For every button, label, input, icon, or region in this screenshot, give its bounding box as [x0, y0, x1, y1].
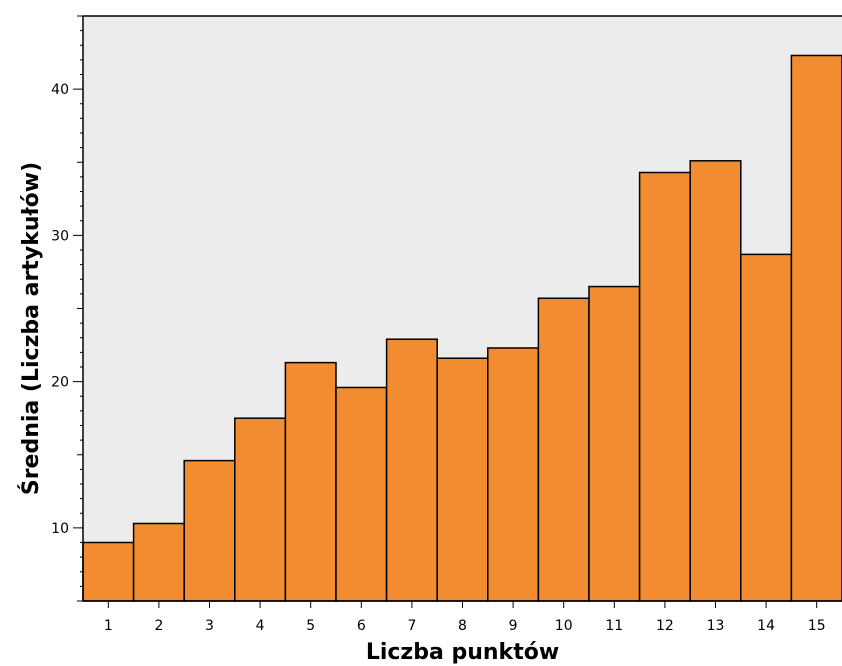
- x-tick-label-14: 14: [757, 618, 775, 634]
- x-tick-label-4: 4: [256, 618, 265, 634]
- x-tick-label-7: 7: [407, 618, 416, 634]
- bar-6: [335, 386, 388, 602]
- x-tick-label-13: 13: [707, 618, 725, 634]
- x-tick-label-15: 15: [808, 618, 826, 634]
- y-tick-label-20: 20: [51, 375, 69, 391]
- bars-group: [82, 54, 842, 602]
- bar-3: [183, 459, 236, 602]
- y-tick-label-30: 30: [51, 228, 69, 244]
- x-tick-label-8: 8: [458, 618, 467, 634]
- x-tick-label-2: 2: [154, 618, 163, 634]
- bar-2: [132, 522, 185, 602]
- x-tick-label-11: 11: [605, 618, 623, 634]
- y-tick-label-10: 10: [51, 521, 69, 537]
- bar-5: [284, 361, 337, 602]
- y-tick-label-40: 40: [51, 82, 69, 98]
- bar-11: [588, 285, 641, 602]
- bar-8: [436, 357, 489, 602]
- bar-12: [638, 171, 691, 602]
- bar-9: [487, 347, 540, 602]
- x-tick-label-10: 10: [555, 618, 573, 634]
- x-tick-label-1: 1: [104, 618, 113, 634]
- bar-15: [790, 54, 842, 602]
- x-axis-title: Liczba punktów: [366, 640, 559, 665]
- bar-4: [234, 417, 287, 602]
- x-tick-label-3: 3: [205, 618, 214, 634]
- x-tick-label-6: 6: [357, 618, 366, 634]
- bar-13: [689, 160, 742, 602]
- y-axis-title: Średnia (Liczba artykułów): [18, 162, 44, 495]
- bar-7: [385, 338, 438, 602]
- x-tick-label-9: 9: [509, 618, 518, 634]
- bar-10: [537, 297, 590, 602]
- x-tick-label-12: 12: [656, 618, 674, 634]
- bar-14: [740, 253, 793, 602]
- x-tick-label-5: 5: [306, 618, 315, 634]
- bar-1: [82, 541, 135, 602]
- y-axis: 10 20 30 40: [51, 15, 84, 602]
- x-axis: 1 2 3 4 5 6 7 8 9 10 11 12 13 14 15: [83, 15, 842, 634]
